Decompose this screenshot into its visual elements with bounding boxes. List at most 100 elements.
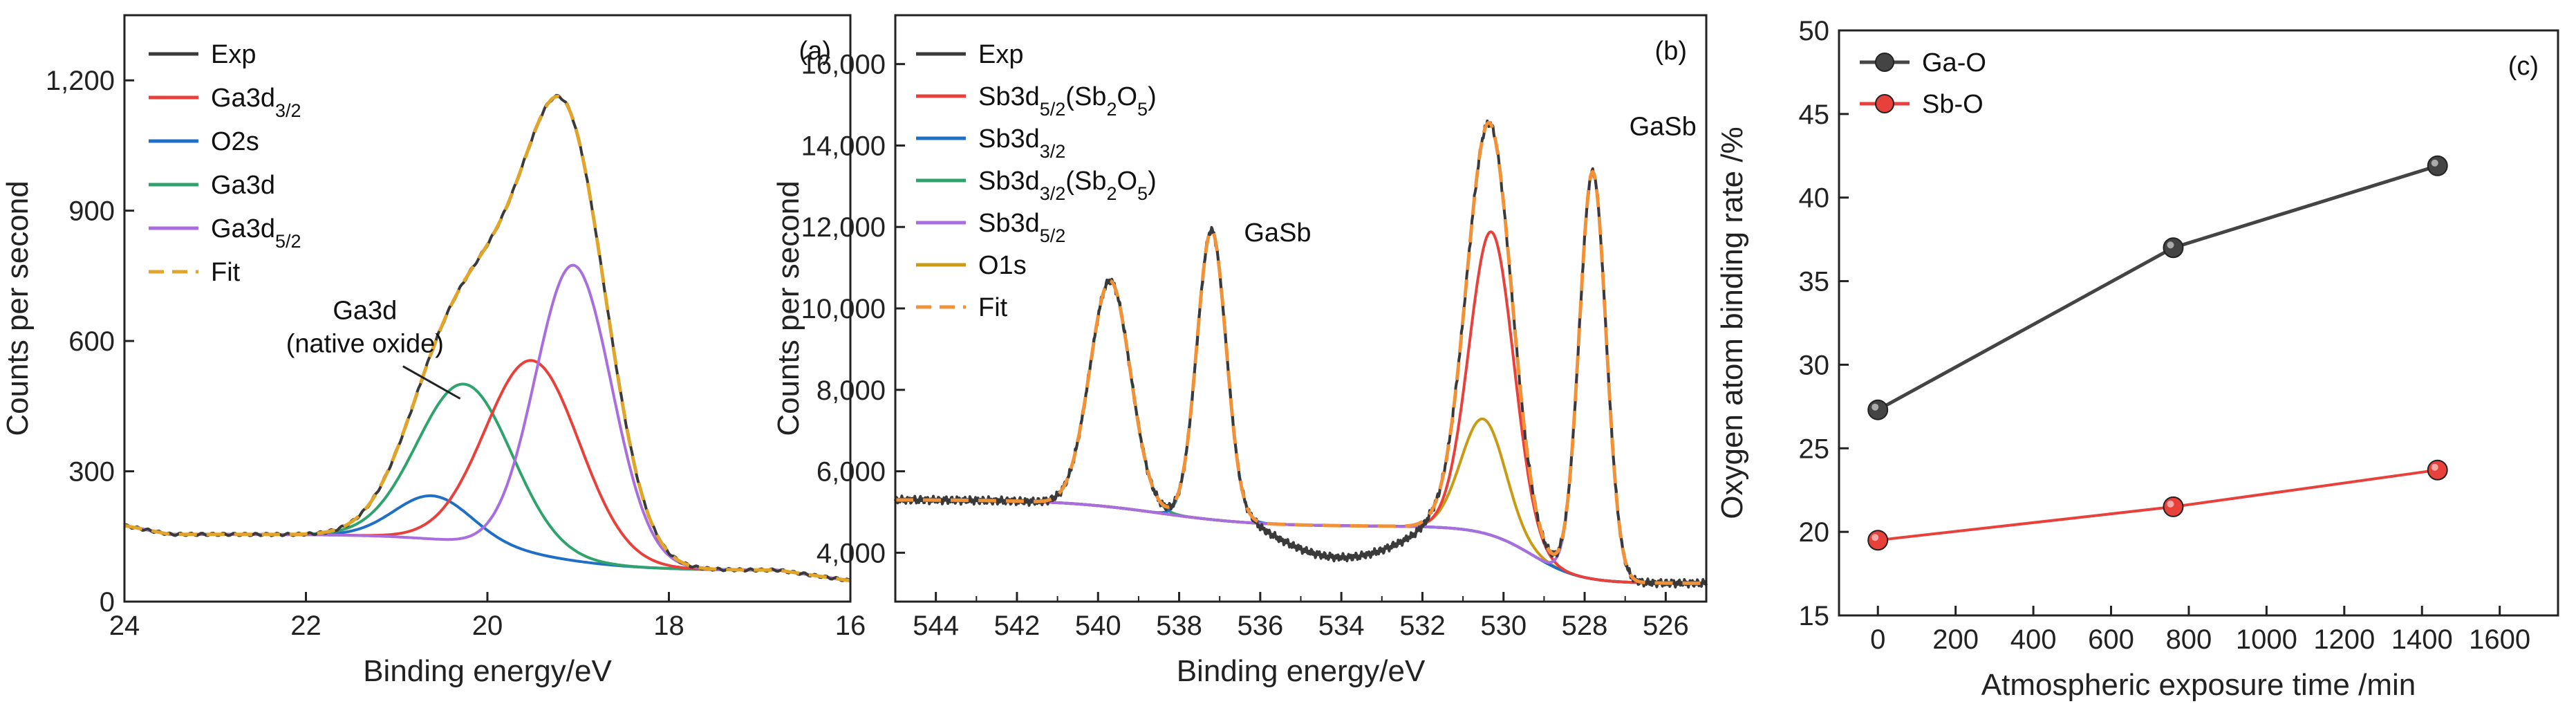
series-ga3d3-2: [124, 359, 851, 582]
annotation-text: Ga3d: [333, 297, 397, 326]
annotation-text: (native oxide): [286, 330, 444, 359]
data-point-highlight: [2167, 241, 2174, 249]
x-tick-label: 528: [1562, 611, 1608, 641]
legend-label: Sb3d3/2: [978, 124, 1065, 162]
data-point-highlight: [1872, 403, 1879, 411]
y-tick-label: 0: [100, 587, 115, 618]
data-point-highlight: [2431, 463, 2438, 471]
y-axis-label: Counts per second: [1, 180, 35, 436]
panel-label: (a): [799, 37, 831, 66]
x-tick-label: 800: [2166, 624, 2212, 655]
x-tick-label: 0: [1870, 624, 1885, 655]
x-tick-label: 534: [1318, 611, 1365, 641]
legend-marker: [1875, 94, 1894, 113]
data-point-ga-o: [2427, 155, 2448, 176]
y-tick-label: 14,000: [801, 131, 886, 161]
series-exp: [894, 119, 1708, 588]
x-tick-label: 1400: [2391, 624, 2453, 655]
series-ga3d: [124, 382, 851, 582]
x-tick-label: 538: [1156, 611, 1202, 641]
y-tick-label: 8,000: [816, 375, 886, 406]
annotation-gasb: GaSb: [1630, 113, 1697, 142]
y-tick-label: 300: [68, 457, 115, 488]
x-tick-label: 16: [835, 611, 866, 641]
x-tick-label: 544: [913, 611, 959, 641]
series-sb3d3-2: [895, 229, 1707, 585]
y-tick-label: 45: [1799, 100, 1830, 130]
y-tick-label: 20: [1799, 517, 1830, 548]
data-point-ga-o: [1867, 399, 1889, 420]
plot-frame: [1838, 29, 2559, 617]
y-tick-label: 1,200: [46, 66, 115, 96]
y-tick-label: 4,000: [816, 538, 886, 568]
x-tick-label: 526: [1643, 611, 1689, 641]
series-sb3d5-2-sb2o5: [895, 230, 1707, 585]
x-tick-label: 24: [109, 611, 140, 641]
x-tick-label: 400: [2010, 624, 2057, 655]
y-tick-label: 900: [68, 196, 115, 227]
y-axis-label: Counts per second: [772, 180, 805, 436]
data-point-sb-o: [2163, 496, 2184, 517]
legend-label: Sb3d5/2: [978, 209, 1065, 246]
plot-frame: [894, 14, 1708, 603]
y-tick-label: 16,000: [801, 50, 886, 80]
x-tick-label: 540: [1075, 611, 1121, 641]
panel-c: 0 200 400 600 800 1000 1200 1400 1600 15 20 25 30 35 4…: [1715, 16, 2559, 702]
legend-label: O2s: [211, 127, 259, 156]
x-axis-label: Atmospheric exposure time /min: [1981, 668, 2416, 702]
y-tick-label: 6,000: [816, 457, 886, 488]
data-point-ga-o: [2163, 237, 2184, 259]
x-axis-label: Binding energy/eV: [1177, 654, 1426, 688]
data-point-sb-o: [1867, 530, 1889, 551]
series-fit: [124, 95, 851, 583]
x-tick-label: 22: [290, 611, 321, 641]
x-tick-label: 1000: [2236, 624, 2297, 655]
annotation-arrow: [402, 365, 461, 400]
legend-label: Sb-O: [1922, 90, 1984, 119]
data-point-highlight: [2167, 500, 2174, 508]
x-tick-label: 530: [1480, 611, 1527, 641]
panel-a: 24 22 20 18 16 0 300 600 900 1,200 Binding energy/…: [1, 14, 866, 688]
data-point-highlight: [1872, 534, 1879, 541]
y-tick-label: 12,000: [801, 212, 886, 243]
x-tick-label: 600: [2088, 624, 2134, 655]
y-tick-label: 600: [68, 326, 115, 357]
legend-label: Ga3d: [211, 171, 275, 200]
panel-label: (c): [2508, 52, 2539, 81]
legend-label: Ga3d5/2: [211, 214, 301, 252]
x-tick-label: 542: [994, 611, 1040, 641]
y-axis-label: Oxygen atom binding rate /%: [1715, 127, 1749, 519]
legend-label: Exp: [978, 40, 1023, 69]
x-tick-label: 536: [1237, 611, 1283, 641]
series-exp: [124, 93, 852, 582]
legend-label: Ga3d3/2: [211, 84, 301, 121]
series-fit: [894, 120, 1708, 585]
x-tick-label: 1200: [2313, 624, 2375, 655]
legend-label: Sb3d5/2(Sb2O5): [978, 82, 1157, 120]
series-line-sb-o: [1877, 468, 2438, 542]
panel-b: 544 542 540 538 536 534 532 530 528 526 4,000 6,000…: [772, 14, 1708, 688]
y-tick-label: 40: [1799, 183, 1830, 214]
y-tick-label: 25: [1799, 434, 1830, 464]
legend-marker: [1875, 53, 1894, 72]
legend-label: O1s: [978, 251, 1027, 280]
legend-label: Fit: [978, 293, 1008, 322]
y-tick-label: 35: [1799, 267, 1830, 297]
legend-label: Sb3d3/2(Sb2O5): [978, 167, 1157, 204]
y-tick-label: 15: [1799, 601, 1830, 631]
legend-label: Exp: [211, 40, 256, 69]
y-tick-label: 30: [1799, 350, 1830, 380]
plot-frame: [123, 14, 852, 603]
x-tick-label: 200: [1932, 624, 1979, 655]
panel-label: (b): [1655, 37, 1687, 66]
x-axis-label: Binding energy/eV: [363, 654, 612, 688]
data-point-highlight: [2431, 159, 2438, 167]
data-point-sb-o: [2427, 459, 2448, 481]
x-tick-label: 18: [653, 611, 684, 641]
x-tick-label: 532: [1399, 611, 1446, 641]
annotation-gasb: GaSb: [1244, 219, 1311, 248]
series-sb3d3-2-sb2o5: [895, 279, 1707, 585]
x-tick-label: 1600: [2469, 624, 2530, 655]
legend-label: Fit: [211, 258, 241, 287]
